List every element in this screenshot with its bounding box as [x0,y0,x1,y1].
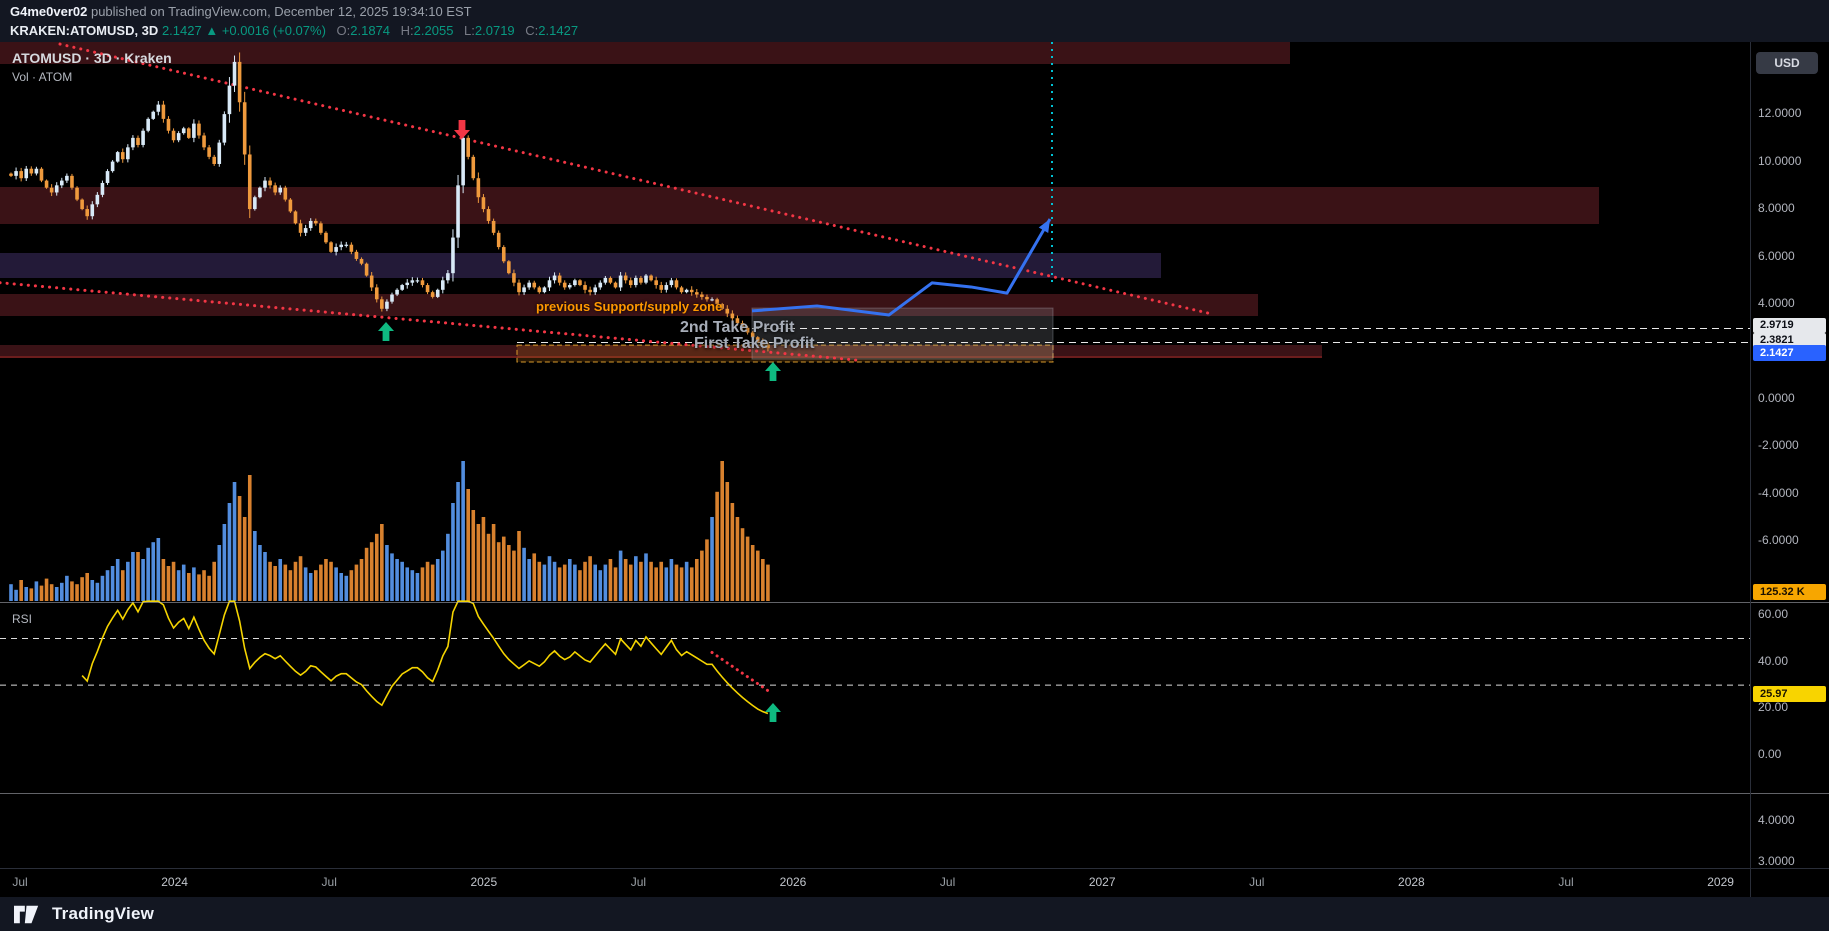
rsi-tick-label: 0.00 [1758,747,1782,761]
time-tick-label: Jul [630,875,647,889]
price-axis[interactable]: USD 2.9719 2.3821 2.1427 125.32 K 25.97 … [1750,0,1829,931]
price-tick-label: 12.0000 [1758,106,1802,121]
time-tick-label: Jul [321,875,337,889]
high-label: H: [400,23,414,38]
last-price-label: 2.1427 [1753,345,1826,361]
zone-6-purple [0,252,1161,278]
tradingview-logo-icon[interactable] [14,904,44,925]
rsi-legend: RSI [12,612,33,626]
tp1-price-label: 2.3821 [1753,333,1826,348]
pane3-tick-label: 4.0000 [1758,813,1795,827]
supply-zone-note: previous Support/supply zone [536,299,723,314]
first-take-profit-label: First Take Profit [694,335,815,352]
close-label: C: [525,23,539,38]
supply-zone-8 [0,186,1599,225]
open-label: O: [336,23,351,38]
pane-separator-rsi-pane3[interactable] [0,793,1829,794]
time-tick-label: 2028 [1398,875,1425,889]
time-tick-label: 2027 [1088,875,1116,889]
time-axis[interactable]: Jul 2024 Jul 2025 Jul 2026 Jul 2027 Jul 2028 Jul 20… [0,869,1750,898]
rsi-value-label: 25.97 [1753,686,1826,702]
price-tick-label: 0.0000 [1758,391,1795,405]
price-tick-label: 10.0000 [1758,153,1802,168]
time-tick-label: Jul [12,875,28,889]
low-value: 2.0719 [474,23,515,38]
symbol-status-line: KRAKEN:ATOMUSD, 3D 2.1427 ▲ +0.0016 (+0.… [10,23,578,38]
author-username[interactable]: G4me0ver02 [10,4,88,19]
publish-text: published on TradingView.com, December 1… [90,4,472,19]
supply-zone-top [0,42,1290,65]
footer-bar: TradingView [0,897,1829,931]
pane-separator-volume-rsi[interactable] [0,602,1829,603]
price-tick-label: -2.0000 [1758,438,1799,453]
time-tick-label: 2025 [470,875,498,889]
rsi-tick-label: 20.00 [1758,700,1789,715]
price-tick-label: 6.0000 [1758,248,1795,263]
price-tick-label: 8.0000 [1758,201,1795,216]
time-tick-label: Jul [1249,875,1265,889]
publish-info-line: G4me0ver02 published on TradingView.com,… [10,4,472,19]
high-value: 2.2055 [413,23,454,38]
price-tick-label: -6.0000 [1758,533,1799,548]
rsi-tick-label: 40.00 [1758,653,1789,668]
support-band-2 [0,345,1322,359]
publish-header: G4me0ver02 published on TradingView.com,… [0,0,1829,42]
tradingview-wordmark[interactable]: TradingView [52,904,155,923]
price-tick-label: -4.0000 [1758,485,1799,500]
last-price-value: 2.1427 [161,23,202,38]
time-tick-label: 2026 [779,875,807,889]
time-tick-label: 2024 [161,875,188,889]
open-value: 2.1874 [350,23,391,38]
change-arrow-icon: ▲ [205,23,219,38]
time-tick-label: 2029 [1707,875,1734,889]
low-label: L: [464,23,475,38]
price-change: +0.0016 (+0.07%) [221,23,326,38]
rsi-tick-label: 60.00 [1758,607,1789,622]
pane3-tick-label: 3.0000 [1758,854,1795,868]
volume-legend: Vol · ATOM [12,70,73,84]
price-tick-label: 4.0000 [1758,296,1795,311]
volume-value-label: 125.32 K [1753,584,1826,600]
currency-button[interactable]: USD [1756,52,1818,74]
time-tick-label: Jul [939,875,956,889]
chart-legend: ATOMUSD · 3D · Kraken [12,50,172,66]
price-axis-border [1750,42,1751,898]
close-value: 2.1427 [538,23,579,38]
symbol-title: KRAKEN:ATOMUSD, 3D [10,23,159,38]
time-axis-border [0,868,1829,869]
time-tick-label: Jul [1558,875,1574,889]
tp2-price-label: 2.9719 [1753,318,1826,333]
